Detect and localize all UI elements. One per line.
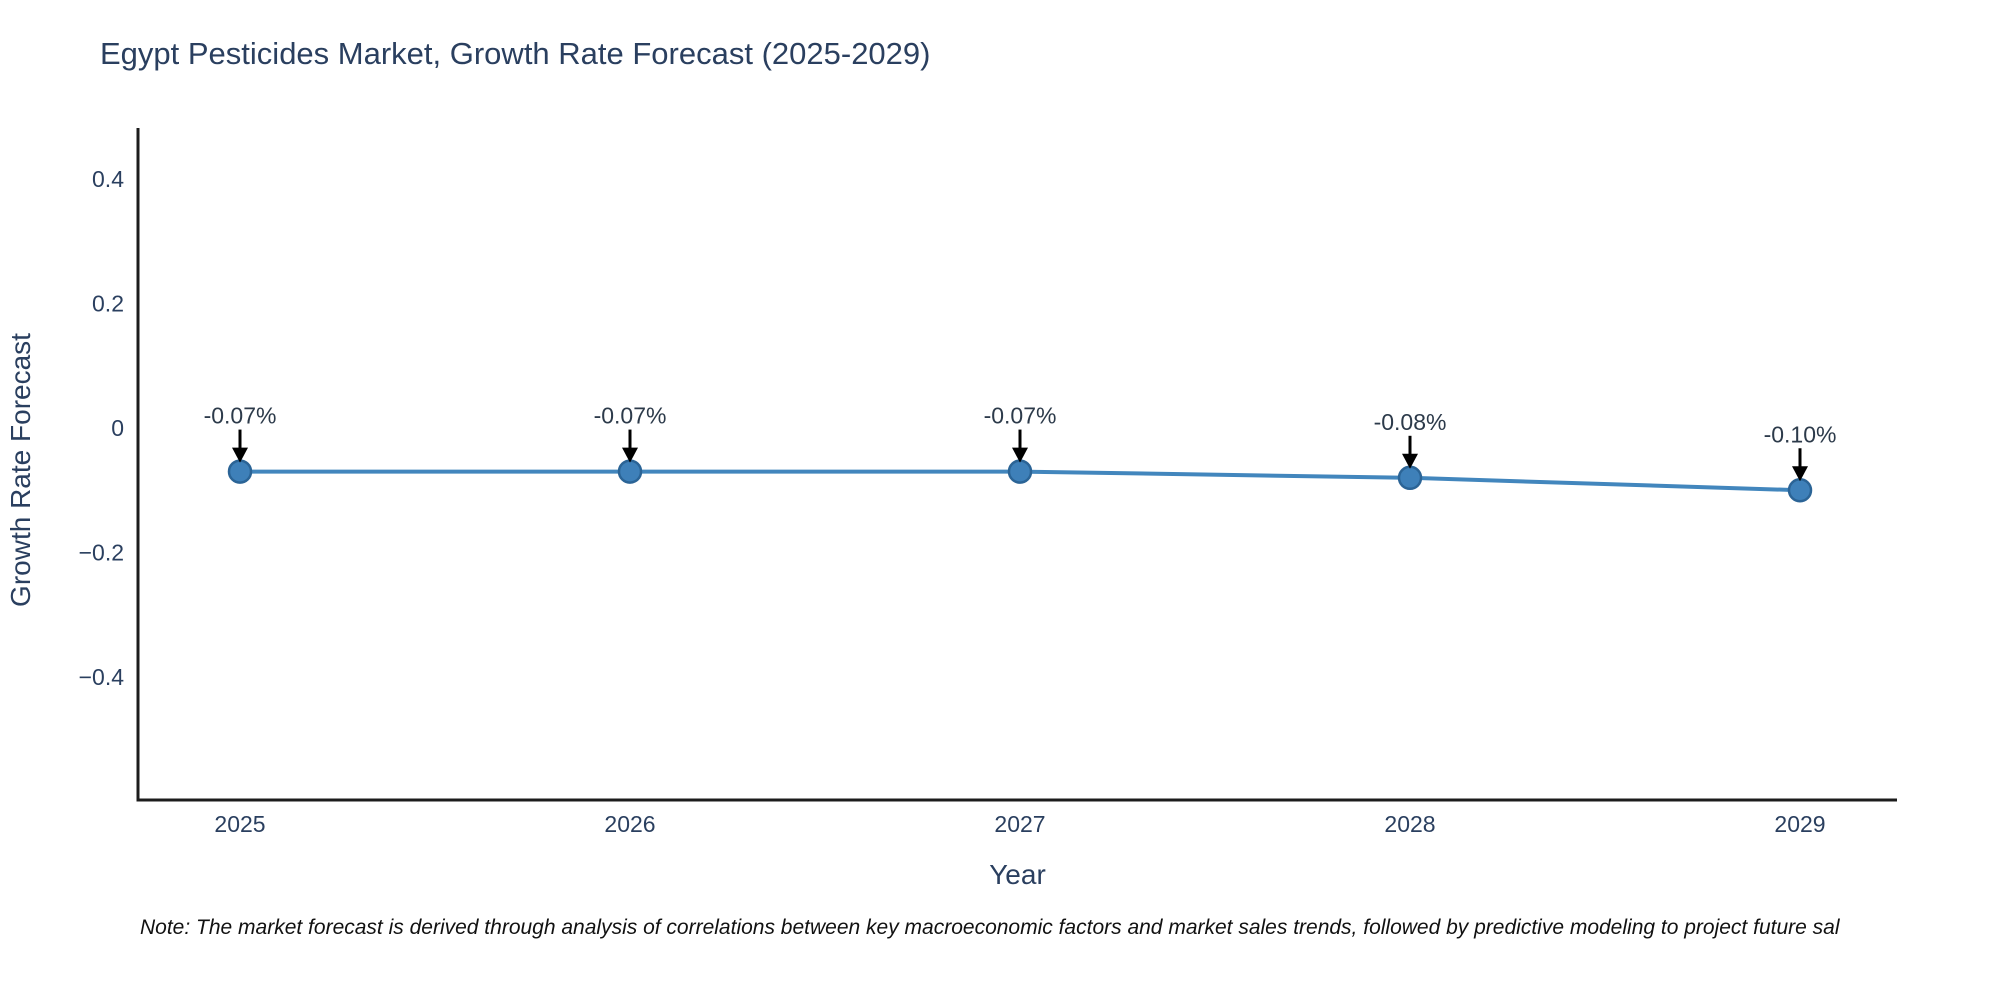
- x-tick-label: 2025: [214, 811, 265, 837]
- footnote: Note: The market forecast is derived thr…: [140, 916, 1840, 939]
- annotation-arrowhead-icon: [232, 447, 248, 463]
- x-tick-label: 2027: [994, 811, 1045, 837]
- y-tick-label: 0.2: [92, 291, 124, 317]
- x-axis-title: Year: [989, 859, 1046, 890]
- x-tick-label: 2026: [604, 811, 655, 837]
- annotation-arrowhead-icon: [1792, 466, 1808, 482]
- point-annotation: -0.10%: [1764, 421, 1837, 447]
- chart-title: Egypt Pesticides Market, Growth Rate For…: [100, 36, 931, 71]
- y-tick-label: −0.4: [79, 664, 125, 690]
- axis-lines: [136, 128, 1897, 802]
- point-annotation: -0.08%: [1374, 409, 1447, 435]
- annotation-arrowhead-icon: [622, 447, 638, 463]
- point-annotation: -0.07%: [984, 403, 1057, 429]
- point-annotation: -0.07%: [204, 403, 277, 429]
- point-annotation: -0.07%: [594, 403, 667, 429]
- data-point-marker: [1787, 478, 1813, 503]
- data-point-marker: [227, 459, 253, 484]
- annotation-arrowhead-icon: [1402, 453, 1418, 469]
- annotation-arrowhead-icon: [1012, 447, 1028, 463]
- y-axis-title: Growth Rate Forecast: [5, 333, 36, 607]
- y-tick-label: 0: [111, 415, 124, 441]
- data-point-marker: [1397, 465, 1423, 491]
- data-point-marker: [617, 459, 643, 484]
- x-tick-label: 2028: [1384, 811, 1435, 837]
- y-tick-label: 0.4: [92, 166, 124, 192]
- x-tick-label: 2029: [1774, 811, 1825, 837]
- y-tick-label: −0.2: [79, 540, 124, 566]
- data-point-marker: [1007, 459, 1033, 484]
